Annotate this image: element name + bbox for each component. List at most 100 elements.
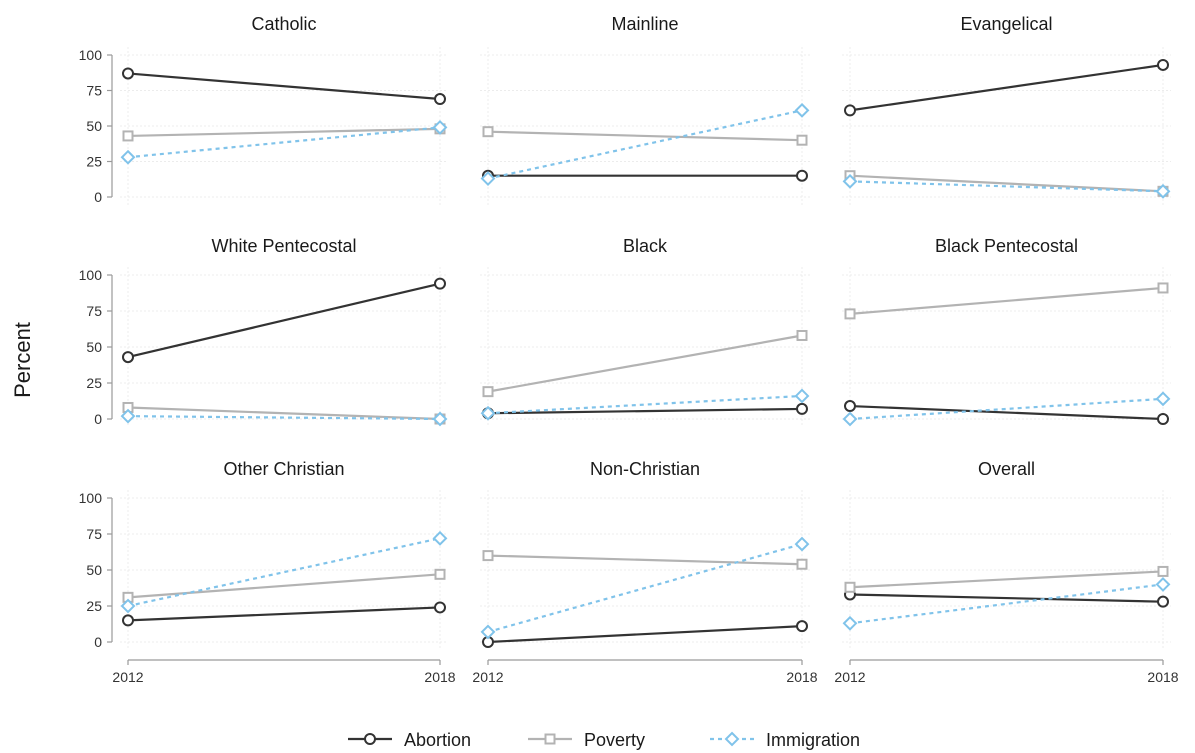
abortion-point [122, 614, 134, 627]
x-tick-label: 2018 [786, 669, 817, 685]
abortion-line [487, 625, 803, 644]
panel-black: Black [480, 236, 810, 427]
panel-black-pentecostal: Black Pentecostal [842, 236, 1171, 427]
poverty-line [849, 570, 1164, 589]
x-tick-label: 2018 [1147, 669, 1178, 685]
legend: Abortion Poverty Immigration [348, 730, 860, 750]
y-tick-label: 25 [86, 154, 102, 170]
immigration-line [127, 537, 441, 608]
abortion-point [434, 601, 446, 614]
panel-title: Other Christian [223, 459, 344, 479]
poverty-point [122, 130, 134, 142]
poverty-line [127, 406, 441, 421]
abortion-point [434, 277, 446, 290]
y-tick-label: 100 [79, 47, 103, 63]
panel-non-christian: Non-Christian 2012 2018 [472, 459, 817, 685]
immigration-point [1155, 576, 1171, 592]
panel-other-christian: Other Christian 0 25 50 75 100 2012 2018 [79, 459, 456, 685]
legend-swatch-marker [724, 731, 740, 747]
immigration-point [480, 171, 496, 186]
y-tick-label: 0 [94, 634, 102, 650]
y-tick-label: 75 [86, 526, 102, 542]
y-tick-label: 25 [86, 375, 102, 391]
y-tick-label: 50 [86, 339, 102, 355]
poverty-line [127, 127, 441, 138]
poverty-point [1157, 282, 1169, 294]
panel-evangelical: Evangelical [842, 14, 1171, 205]
panels-group: Catholic 0 25 50 75 100 Mainline Evangelical Whi… [79, 14, 1179, 685]
immigration-point [1155, 183, 1171, 199]
immigration-point [432, 120, 448, 135]
immigration-point [432, 411, 448, 427]
panel-title: Mainline [611, 14, 678, 34]
y-tick-label: 25 [86, 598, 102, 614]
abortion-line [127, 72, 441, 101]
abortion-point [1157, 58, 1169, 71]
panel-overall: Overall 2012 2018 [834, 459, 1178, 685]
immigration-point [480, 624, 496, 640]
legend-label: Immigration [766, 730, 860, 750]
panel-title: Overall [978, 459, 1035, 479]
abortion-line [849, 63, 1164, 112]
immigration-line [487, 543, 803, 633]
abortion-point [844, 400, 856, 413]
abortion-line [127, 282, 441, 359]
x-tick-label: 2012 [834, 669, 865, 685]
legend-swatch-marker [544, 733, 556, 745]
poverty-point [482, 386, 494, 398]
abortion-point [434, 93, 446, 106]
poverty-point [482, 126, 494, 138]
immigration-point [120, 149, 136, 165]
abortion-point [796, 169, 808, 182]
poverty-line [849, 174, 1164, 193]
panel-white-pentecostal: White Pentecostal 0 25 50 75 100 [79, 236, 448, 427]
panel-title: Black [623, 236, 668, 256]
poverty-point [434, 568, 446, 580]
poverty-point [844, 308, 856, 320]
immigration-point [480, 405, 496, 421]
poverty-point [482, 550, 494, 562]
legend-label: Abortion [404, 730, 471, 750]
immigration-point [842, 411, 858, 427]
immigration-point [432, 530, 448, 546]
immigration-line [849, 583, 1164, 625]
poverty-point [796, 134, 808, 146]
panel-title: Catholic [251, 14, 316, 34]
poverty-line [487, 334, 803, 393]
abortion-point [796, 620, 808, 633]
poverty-point [796, 558, 808, 570]
legend-label: Poverty [584, 730, 645, 750]
y-tick-label: 50 [86, 118, 102, 134]
abortion-point [1157, 595, 1169, 608]
poverty-line [487, 130, 803, 142]
legend-swatch-marker [364, 733, 376, 745]
immigration-point [794, 102, 810, 118]
abortion-point [122, 351, 134, 364]
poverty-line [487, 554, 803, 566]
immigration-point [120, 598, 136, 614]
abortion-point [844, 104, 856, 117]
panel-title: White Pentecostal [211, 236, 356, 256]
immigration-point [794, 536, 810, 552]
poverty-point [1157, 565, 1169, 577]
panel-title: Non-Christian [590, 459, 700, 479]
immigration-point [842, 173, 858, 189]
x-tick-label: 2018 [424, 669, 455, 685]
panel-title: Black Pentecostal [935, 236, 1078, 256]
abortion-line [127, 606, 441, 622]
immigration-point [120, 408, 136, 424]
panel-mainline: Mainline [480, 14, 810, 205]
y-tick-label: 50 [86, 562, 102, 578]
immigration-point [1155, 391, 1171, 407]
x-tick-label: 2012 [112, 669, 143, 685]
panel-title: Evangelical [960, 14, 1052, 34]
abortion-point [122, 67, 134, 80]
y-tick-label: 75 [86, 83, 102, 99]
y-axis-title: Percent [10, 322, 35, 398]
immigration-point [842, 615, 858, 631]
abortion-line [487, 407, 803, 415]
legend-item-abortion: Abortion [348, 730, 471, 750]
legend-item-poverty: Poverty [528, 730, 645, 750]
poverty-line [849, 286, 1164, 315]
